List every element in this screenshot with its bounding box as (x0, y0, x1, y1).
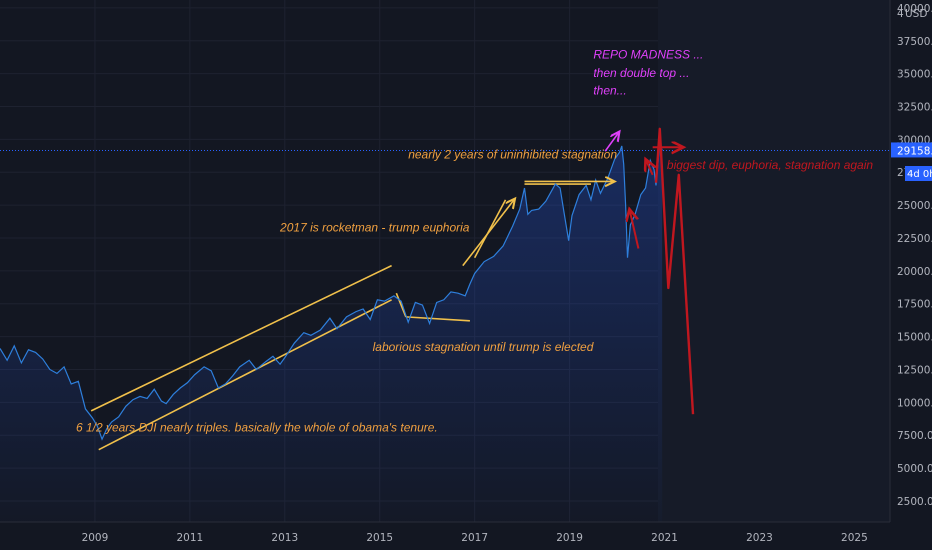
annotation-text: then... (593, 84, 626, 98)
annotation-text: nearly 2 years of uninhibited stagnation (408, 147, 617, 161)
y-tick-label: 40000.0 (897, 3, 932, 15)
x-tick-label: 2023 (746, 532, 773, 544)
last-price-label: 29158.0 (897, 145, 932, 157)
y-tick-label: 22500.0 (897, 233, 932, 245)
trendline (90, 264, 392, 412)
trendline (405, 316, 470, 322)
y-tick-label: 15000.0 (897, 332, 932, 344)
arrow (462, 199, 515, 267)
time-axis-background (0, 522, 890, 550)
annotation-text: 6 1/2 years DJI nearly triples. basicall… (76, 421, 438, 435)
future-shade (658, 0, 890, 522)
arrow (629, 209, 640, 249)
x-tick-label: 2019 (556, 532, 583, 544)
y-tick-label: 12500.0 (897, 364, 932, 376)
trendline (395, 292, 407, 318)
annotation-text: 2017 is rocketman - trump euphoria (279, 220, 470, 234)
y-tick-label: 10000.0 (897, 397, 932, 409)
y-tick-label: 5000.0 (897, 463, 932, 475)
last-price-tag (891, 142, 932, 158)
annotation-text: then double top ... (593, 66, 689, 80)
x-tick-label: 2021 (651, 532, 678, 544)
annotation-text: laborious stagnation until trump is elec… (373, 340, 594, 354)
arrow (604, 131, 619, 152)
y-tick-label: 32500.0 (897, 102, 932, 114)
x-tick-label: 2009 (82, 532, 109, 544)
trendlines (90, 183, 591, 451)
currency-prefix: 4 (897, 8, 904, 20)
x-tick-label: 2011 (176, 532, 203, 544)
y-tick-label: 17500.0 (897, 299, 932, 311)
y-tick-label: 37500.0 (897, 36, 932, 48)
y-axis-ticks: 2500.0 5000.0 7500.0 10000.0 12500.0 15000.0 1… (897, 3, 932, 508)
y-tick-label: 35000.0 (897, 69, 932, 81)
x-tick-label: 2015 (366, 532, 393, 544)
series-line (0, 141, 663, 441)
x-tick-label: 2025 (841, 532, 868, 544)
x-tick-label: 2013 (271, 532, 298, 544)
countdown-tag (905, 166, 932, 181)
arrows (462, 131, 684, 267)
countdown-label: 4d 0h (907, 169, 932, 180)
x-axis-ticks: 2009 2011 2013 2015 2017 2019 2021 2023 2025 (82, 532, 868, 544)
annotation-text: REPO MADNESS ... (593, 48, 703, 62)
price-axis-background (890, 0, 932, 550)
price-area (0, 142, 663, 522)
y-tick-label: 2500.0 (897, 496, 932, 508)
annotations: REPO MADNESS ... then double top ... then.… (76, 48, 873, 435)
currency-label[interactable]: USD (905, 8, 927, 20)
y-tick-label: 25000.0 (897, 200, 932, 212)
trendline (98, 299, 392, 451)
annotation-text: biggest dip, euphoria, stagnation again (667, 158, 873, 172)
trendline (473, 199, 507, 259)
y-tick-label: 20000.0 (897, 266, 932, 278)
y-tick-label: 7500.0 (897, 430, 932, 442)
x-tick-label: 2017 (461, 532, 488, 544)
arrow (646, 159, 653, 176)
